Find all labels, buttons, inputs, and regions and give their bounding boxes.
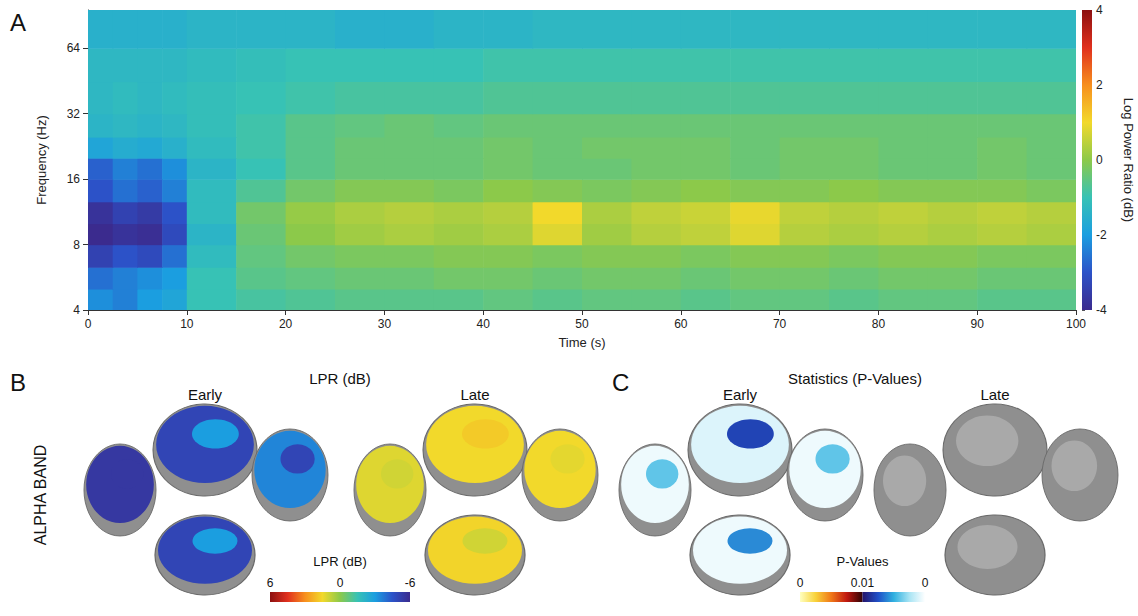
svg-text:Frequency (Hz): Frequency (Hz) — [34, 115, 49, 205]
svg-text:Log Power Ratio (dB): Log Power Ratio (dB) — [1121, 98, 1136, 222]
svg-text:0: 0 — [337, 576, 344, 590]
svg-text:100: 100 — [1066, 317, 1086, 331]
svg-text:-4: -4 — [1096, 303, 1107, 317]
svg-text:-2: -2 — [1096, 228, 1107, 242]
svg-text:Early: Early — [723, 386, 758, 403]
svg-text:Early: Early — [188, 386, 223, 403]
svg-text:32: 32 — [67, 107, 81, 121]
svg-text:0: 0 — [85, 317, 92, 331]
svg-text:20: 20 — [279, 317, 293, 331]
svg-text:8: 8 — [73, 238, 80, 252]
svg-text:0: 0 — [922, 576, 929, 590]
svg-text:0: 0 — [797, 576, 804, 590]
svg-text:A: A — [10, 9, 26, 36]
svg-text:30: 30 — [378, 317, 392, 331]
svg-text:4: 4 — [73, 303, 80, 317]
svg-text:0: 0 — [1096, 153, 1103, 167]
svg-text:70: 70 — [773, 317, 787, 331]
svg-text:P-Values: P-Values — [837, 554, 889, 569]
svg-text:64: 64 — [67, 41, 81, 55]
svg-text:4: 4 — [1096, 3, 1103, 17]
svg-text:16: 16 — [67, 172, 81, 186]
svg-text:50: 50 — [575, 317, 589, 331]
svg-text:LPR (dB): LPR (dB) — [309, 370, 371, 387]
svg-text:-6: -6 — [405, 576, 416, 590]
svg-text:Late: Late — [460, 386, 489, 403]
svg-text:10: 10 — [180, 317, 194, 331]
svg-text:0.01: 0.01 — [851, 576, 875, 590]
svg-text:Time (s): Time (s) — [558, 335, 605, 350]
svg-text:90: 90 — [971, 317, 985, 331]
svg-text:ALPHA BAND: ALPHA BAND — [32, 445, 49, 545]
svg-text:C: C — [612, 369, 629, 396]
svg-text:40: 40 — [477, 317, 491, 331]
svg-text:B: B — [10, 369, 26, 396]
svg-text:Statistics (P-Values): Statistics (P-Values) — [788, 370, 922, 387]
svg-text:80: 80 — [872, 317, 886, 331]
svg-text:2: 2 — [1096, 78, 1103, 92]
svg-text:LPR (dB): LPR (dB) — [313, 554, 366, 569]
svg-text:6: 6 — [267, 576, 274, 590]
svg-text:60: 60 — [674, 317, 688, 331]
svg-text:Late: Late — [980, 386, 1009, 403]
